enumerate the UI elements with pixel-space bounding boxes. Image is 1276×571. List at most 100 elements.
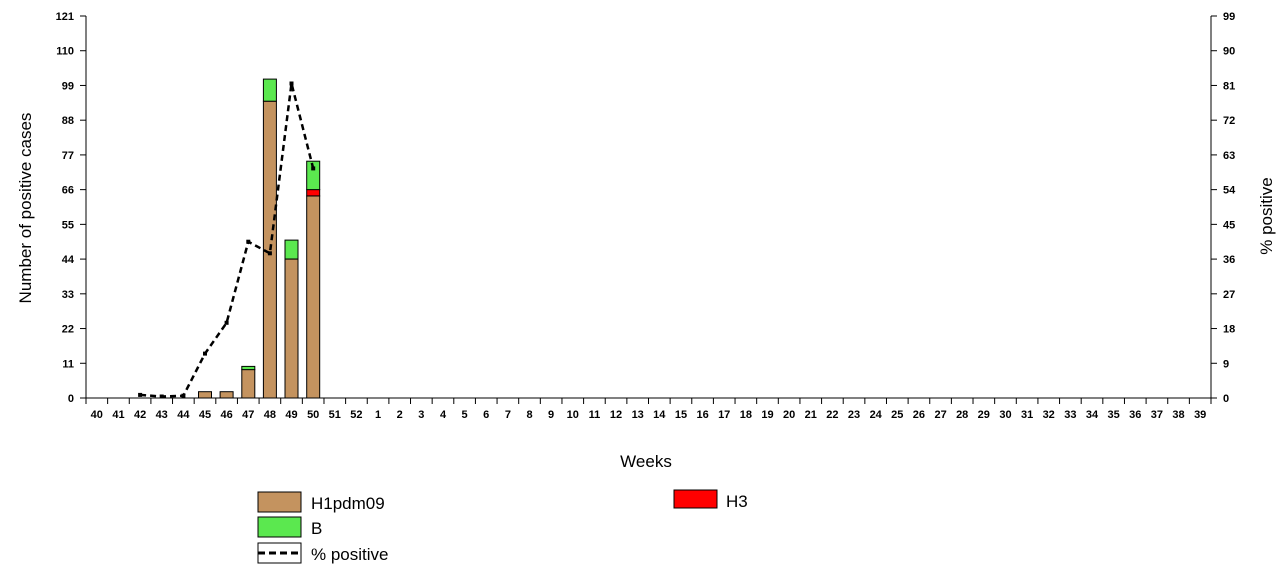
y-tick-label-77: 77 bbox=[62, 150, 74, 162]
x-tick-label-27: 27 bbox=[934, 409, 946, 421]
bar-h1pdm09-week-46 bbox=[219, 391, 234, 399]
x-tick-label-23: 23 bbox=[848, 409, 860, 421]
x-tick-label-36: 36 bbox=[1129, 409, 1141, 421]
x-tick-label-15: 15 bbox=[675, 409, 687, 421]
bar-b-week-48 bbox=[262, 78, 277, 102]
x-tick-label-52: 52 bbox=[350, 409, 362, 421]
x-tick-label-3: 3 bbox=[418, 409, 424, 421]
x-tick-label-30: 30 bbox=[999, 409, 1011, 421]
legend-swatch-b bbox=[257, 516, 302, 538]
x-tick-label-4: 4 bbox=[440, 409, 447, 421]
x-tick-label-22: 22 bbox=[826, 409, 838, 421]
y-tick-label-55: 55 bbox=[62, 219, 74, 231]
y2-tick-label-9: 9 bbox=[1223, 358, 1229, 370]
y2-tick-label-18: 18 bbox=[1223, 324, 1235, 336]
x-tick-label-48: 48 bbox=[264, 409, 276, 421]
x-tick-label-33: 33 bbox=[1064, 409, 1076, 421]
percent-positive-line-group bbox=[138, 81, 316, 399]
percent-positive-point-week-50 bbox=[311, 166, 316, 171]
x-tick-label-32: 32 bbox=[1043, 409, 1055, 421]
y2-tick-label-81: 81 bbox=[1223, 80, 1235, 92]
bar-b-week-50 bbox=[306, 160, 321, 191]
x-tick-label-45: 45 bbox=[199, 409, 211, 421]
axes-group: 0112233445566778899110121091827364554637… bbox=[56, 11, 1236, 421]
x-tick-label-20: 20 bbox=[783, 409, 795, 421]
x-tick-label-51: 51 bbox=[329, 409, 341, 421]
y-axis-title: Number of positive cases bbox=[16, 113, 35, 304]
percent-positive-point-week-44 bbox=[181, 393, 186, 398]
x-tick-label-40: 40 bbox=[91, 409, 103, 421]
y2-axis-title: % positive bbox=[1257, 177, 1276, 254]
x-tick-label-18: 18 bbox=[740, 409, 752, 421]
y-tick-label-99: 99 bbox=[62, 80, 74, 92]
y2-tick-label-54: 54 bbox=[1223, 185, 1236, 197]
x-tick-label-37: 37 bbox=[1151, 409, 1163, 421]
bar-h3-week-50 bbox=[306, 189, 321, 197]
bar-h1pdm09-week-47 bbox=[241, 369, 256, 399]
legend-label-h3: H3 bbox=[726, 492, 748, 511]
percent-positive-point-week-45 bbox=[203, 351, 207, 356]
legend-label-b: B bbox=[311, 519, 322, 538]
y-tick-label-22: 22 bbox=[62, 324, 74, 336]
percent-positive-point-week-43 bbox=[159, 394, 164, 399]
y2-tick-label-72: 72 bbox=[1223, 115, 1235, 127]
x-tick-label-49: 49 bbox=[285, 409, 297, 421]
x-tick-label-41: 41 bbox=[112, 409, 124, 421]
x-tick-label-43: 43 bbox=[156, 409, 168, 421]
y2-tick-label-27: 27 bbox=[1223, 289, 1235, 301]
x-axis-title: Weeks bbox=[620, 452, 672, 471]
y2-tick-label-90: 90 bbox=[1223, 46, 1235, 58]
bar-h1pdm09-week-50 bbox=[306, 195, 321, 399]
y-tick-label-0: 0 bbox=[68, 393, 74, 405]
percent-positive-line bbox=[140, 83, 315, 398]
x-tick-label-34: 34 bbox=[1086, 409, 1099, 421]
x-tick-label-7: 7 bbox=[505, 409, 511, 421]
bar-h1pdm09-week-49 bbox=[284, 258, 299, 399]
bar-b-week-49 bbox=[284, 239, 299, 260]
x-tick-label-19: 19 bbox=[761, 409, 773, 421]
x-tick-label-16: 16 bbox=[696, 409, 708, 421]
bar-h1pdm09-week-45 bbox=[198, 391, 212, 399]
percent-positive-point-week-47 bbox=[246, 239, 251, 244]
y-tick-label-44: 44 bbox=[62, 254, 75, 266]
x-tick-label-5: 5 bbox=[462, 409, 468, 421]
x-tick-label-39: 39 bbox=[1194, 409, 1206, 421]
x-tick-label-44: 44 bbox=[177, 409, 190, 421]
x-tick-label-26: 26 bbox=[913, 409, 925, 421]
y-tick-label-121: 121 bbox=[56, 11, 74, 23]
x-tick-label-12: 12 bbox=[610, 409, 622, 421]
x-tick-label-2: 2 bbox=[397, 409, 403, 421]
legend-swatch-h1pdm09 bbox=[257, 491, 302, 513]
legend-label-percent-positive: % positive bbox=[311, 545, 388, 564]
percent-positive-point-week-48 bbox=[267, 251, 272, 256]
y-tick-label-11: 11 bbox=[62, 358, 74, 370]
x-tick-label-25: 25 bbox=[891, 409, 903, 421]
legend-swatch-h3 bbox=[673, 489, 718, 509]
x-tick-label-50: 50 bbox=[307, 409, 319, 421]
x-tick-label-29: 29 bbox=[978, 409, 990, 421]
percent-positive-point-week-46 bbox=[224, 320, 229, 325]
x-tick-label-10: 10 bbox=[567, 409, 579, 421]
x-tick-label-46: 46 bbox=[220, 409, 232, 421]
y2-tick-label-63: 63 bbox=[1223, 150, 1235, 162]
x-tick-label-17: 17 bbox=[718, 409, 730, 421]
y-tick-label-66: 66 bbox=[62, 185, 74, 197]
x-tick-label-35: 35 bbox=[1107, 409, 1119, 421]
percent-positive-point-week-49 bbox=[289, 81, 294, 86]
x-tick-label-28: 28 bbox=[956, 409, 968, 421]
legend: H1pdm09 H3 B % positive bbox=[257, 489, 748, 564]
x-tick-label-38: 38 bbox=[1172, 409, 1184, 421]
x-tick-label-9: 9 bbox=[548, 409, 554, 421]
y-tick-label-88: 88 bbox=[62, 115, 74, 127]
legend-label-h1pdm09: H1pdm09 bbox=[311, 494, 385, 513]
x-tick-label-1: 1 bbox=[375, 409, 381, 421]
y2-tick-label-36: 36 bbox=[1223, 254, 1235, 266]
x-tick-label-14: 14 bbox=[653, 409, 666, 421]
x-tick-label-6: 6 bbox=[483, 409, 489, 421]
y-tick-label-33: 33 bbox=[62, 289, 74, 301]
x-tick-label-21: 21 bbox=[805, 409, 817, 421]
y2-tick-label-0: 0 bbox=[1223, 393, 1229, 405]
x-tick-label-11: 11 bbox=[589, 409, 601, 421]
y2-tick-label-99: 99 bbox=[1223, 11, 1235, 23]
